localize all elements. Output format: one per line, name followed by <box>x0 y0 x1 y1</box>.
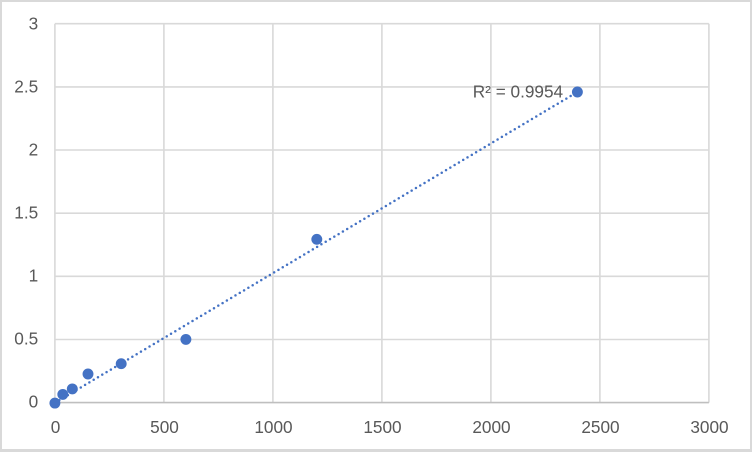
svg-text:0: 0 <box>51 417 61 437</box>
svg-text:2: 2 <box>29 140 39 160</box>
svg-text:R² = 0.9954: R² = 0.9954 <box>473 82 564 102</box>
svg-text:1: 1 <box>29 266 39 286</box>
svg-text:1.5: 1.5 <box>14 203 38 223</box>
svg-text:3000: 3000 <box>690 417 728 437</box>
svg-text:2.5: 2.5 <box>14 77 38 97</box>
svg-text:3: 3 <box>29 14 39 34</box>
svg-text:1000: 1000 <box>254 417 292 437</box>
svg-text:2500: 2500 <box>581 417 619 437</box>
svg-text:500: 500 <box>150 417 179 437</box>
svg-text:1500: 1500 <box>363 417 401 437</box>
svg-text:0.5: 0.5 <box>14 329 38 349</box>
svg-text:2000: 2000 <box>472 417 510 437</box>
svg-text:0: 0 <box>29 392 39 412</box>
